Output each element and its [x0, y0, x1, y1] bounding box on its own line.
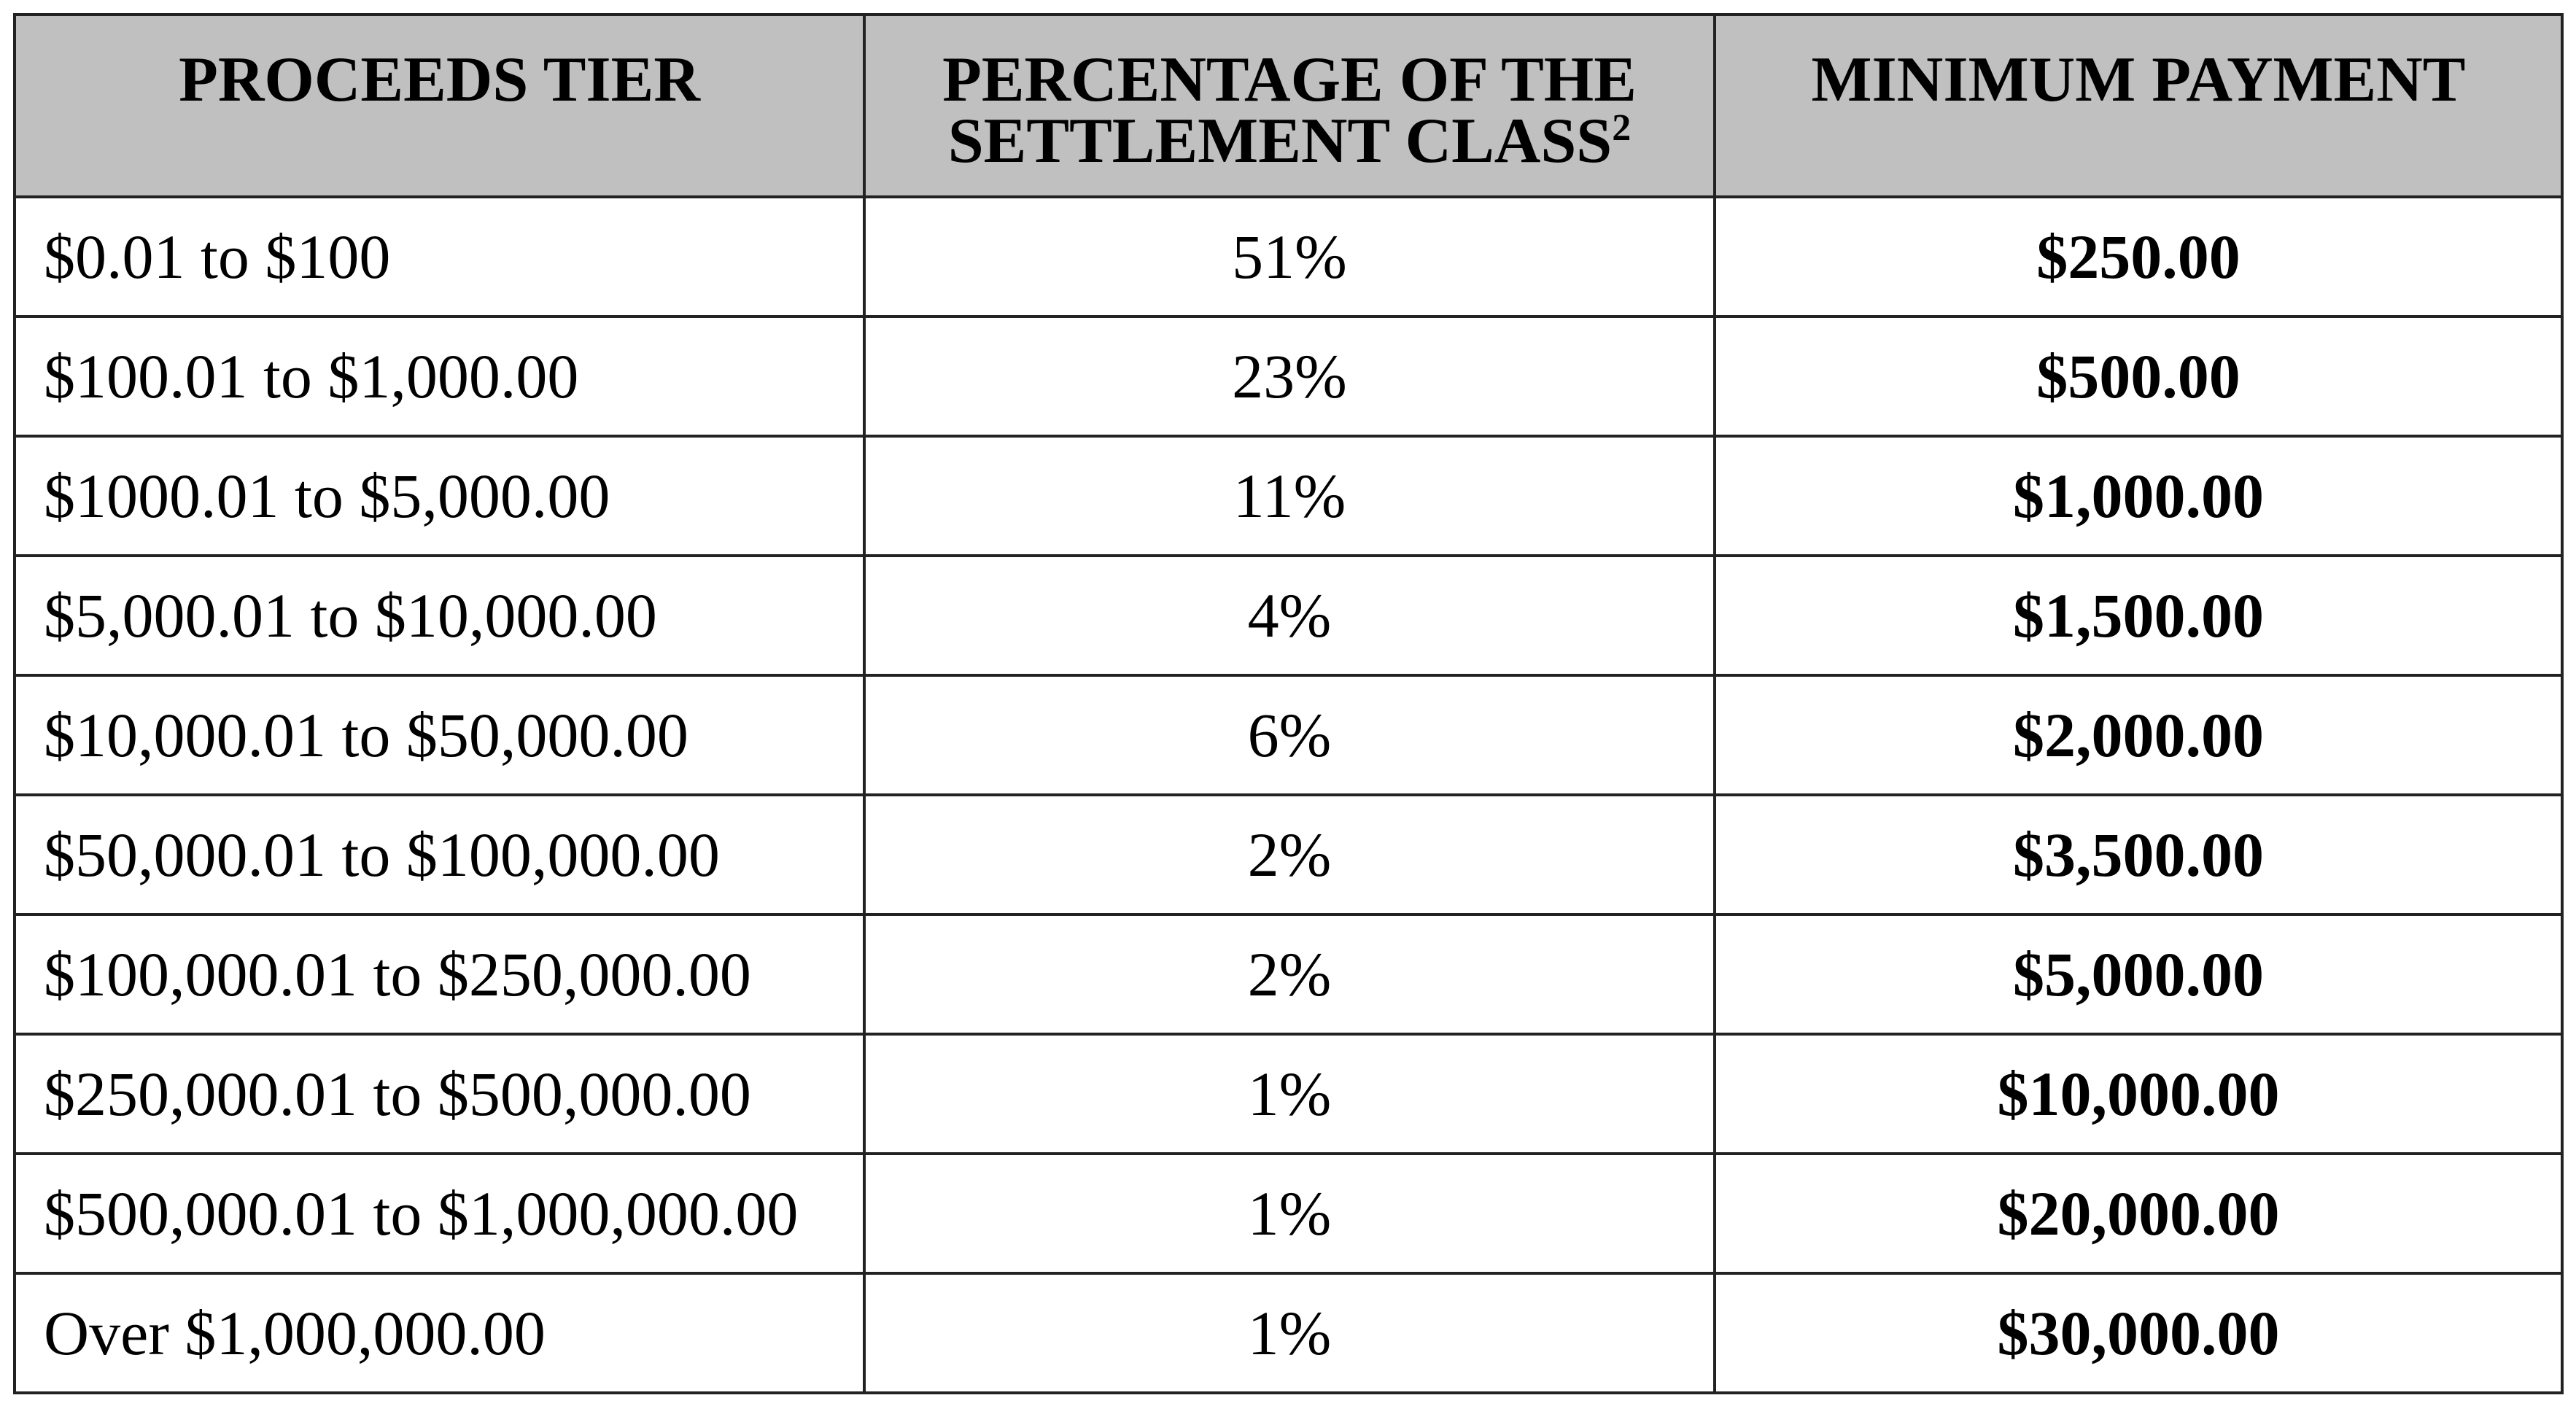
table-row: $250,000.01 to $500,000.00 1% $10,000.00: [13, 1033, 2564, 1155]
tier-cell: Over $1,000,000.00: [13, 1272, 866, 1394]
tier-table: PROCEEDS TIER PERCENTAGE OF THE SETTLEMENT…: [13, 13, 2564, 1394]
percentage-cell: 11%: [863, 435, 1716, 557]
tier-cell: $1000.01 to $5,000.00: [13, 435, 866, 557]
percentage-cell: 2%: [863, 913, 1716, 1036]
percentage-cell: 23%: [863, 315, 1716, 438]
payment-cell: $1,000.00: [1713, 435, 2564, 557]
tier-cell: $0.01 to $100: [13, 195, 866, 318]
table-row: $50,000.01 to $100,000.00 2% $3,500.00: [13, 793, 2564, 916]
payment-cell: $5,000.00: [1713, 913, 2564, 1036]
payment-cell: $10,000.00: [1713, 1033, 2564, 1155]
header-line: PERCENTAGE OF THE: [942, 44, 1637, 115]
header-line: PROCEEDS TIER: [179, 44, 700, 115]
percentage-cell: 1%: [863, 1152, 1716, 1275]
table-row: $5,000.01 to $10,000.00 4% $1,500.00: [13, 554, 2564, 677]
tier-cell: $10,000.01 to $50,000.00: [13, 674, 866, 796]
percentage-cell: 51%: [863, 195, 1716, 318]
payment-cell: $250.00: [1713, 195, 2564, 318]
payment-cell: $2,000.00: [1713, 674, 2564, 796]
payment-cell: $3,500.00: [1713, 793, 2564, 916]
percentage-cell: 1%: [863, 1033, 1716, 1155]
table-row: $500,000.01 to $1,000,000.00 1% $20,000.00: [13, 1152, 2564, 1275]
table-row: $10,000.01 to $50,000.00 6% $2,000.00: [13, 674, 2564, 796]
header-cell: PERCENTAGE OF THE SETTLEMENT CLASS2: [863, 13, 1716, 198]
table-body: $0.01 to $100 51% $250.00 $100.01 to $1,000…: [13, 195, 2564, 1394]
header-row: PROCEEDS TIER PERCENTAGE OF THE SETTLEMENT…: [13, 13, 2564, 198]
percentage-cell: 4%: [863, 554, 1716, 677]
table-row: Over $1,000,000.00 1% $30,000.00: [13, 1272, 2564, 1394]
table-row: $100,000.01 to $250,000.00 2% $5,000.00: [13, 913, 2564, 1036]
footnote-ref: 2: [1612, 107, 1632, 149]
tier-cell: $500,000.01 to $1,000,000.00: [13, 1152, 866, 1275]
percentage-cell: 1%: [863, 1272, 1716, 1394]
payment-cell: $1,500.00: [1713, 554, 2564, 677]
header-line: SETTLEMENT CLASS2: [947, 106, 1632, 176]
table-row: $1000.01 to $5,000.00 11% $1,000.00: [13, 435, 2564, 557]
table-row: $0.01 to $100 51% $250.00: [13, 195, 2564, 318]
tier-cell: $100.01 to $1,000.00: [13, 315, 866, 438]
header-line: MINIMUM PAYMENT: [1811, 44, 2466, 115]
percentage-cell: 6%: [863, 674, 1716, 796]
tier-cell: $50,000.01 to $100,000.00: [13, 793, 866, 916]
payment-cell: $20,000.00: [1713, 1152, 2564, 1275]
payment-cell: $30,000.00: [1713, 1272, 2564, 1394]
tier-cell: $5,000.01 to $10,000.00: [13, 554, 866, 677]
table-row: $100.01 to $1,000.00 23% $500.00: [13, 315, 2564, 438]
tier-cell: $250,000.01 to $500,000.00: [13, 1033, 866, 1155]
header-cell: PROCEEDS TIER: [13, 13, 866, 198]
percentage-cell: 2%: [863, 793, 1716, 916]
payment-cell: $500.00: [1713, 315, 2564, 438]
header-cell: MINIMUM PAYMENT: [1713, 13, 2564, 198]
tier-cell: $100,000.01 to $250,000.00: [13, 913, 866, 1036]
